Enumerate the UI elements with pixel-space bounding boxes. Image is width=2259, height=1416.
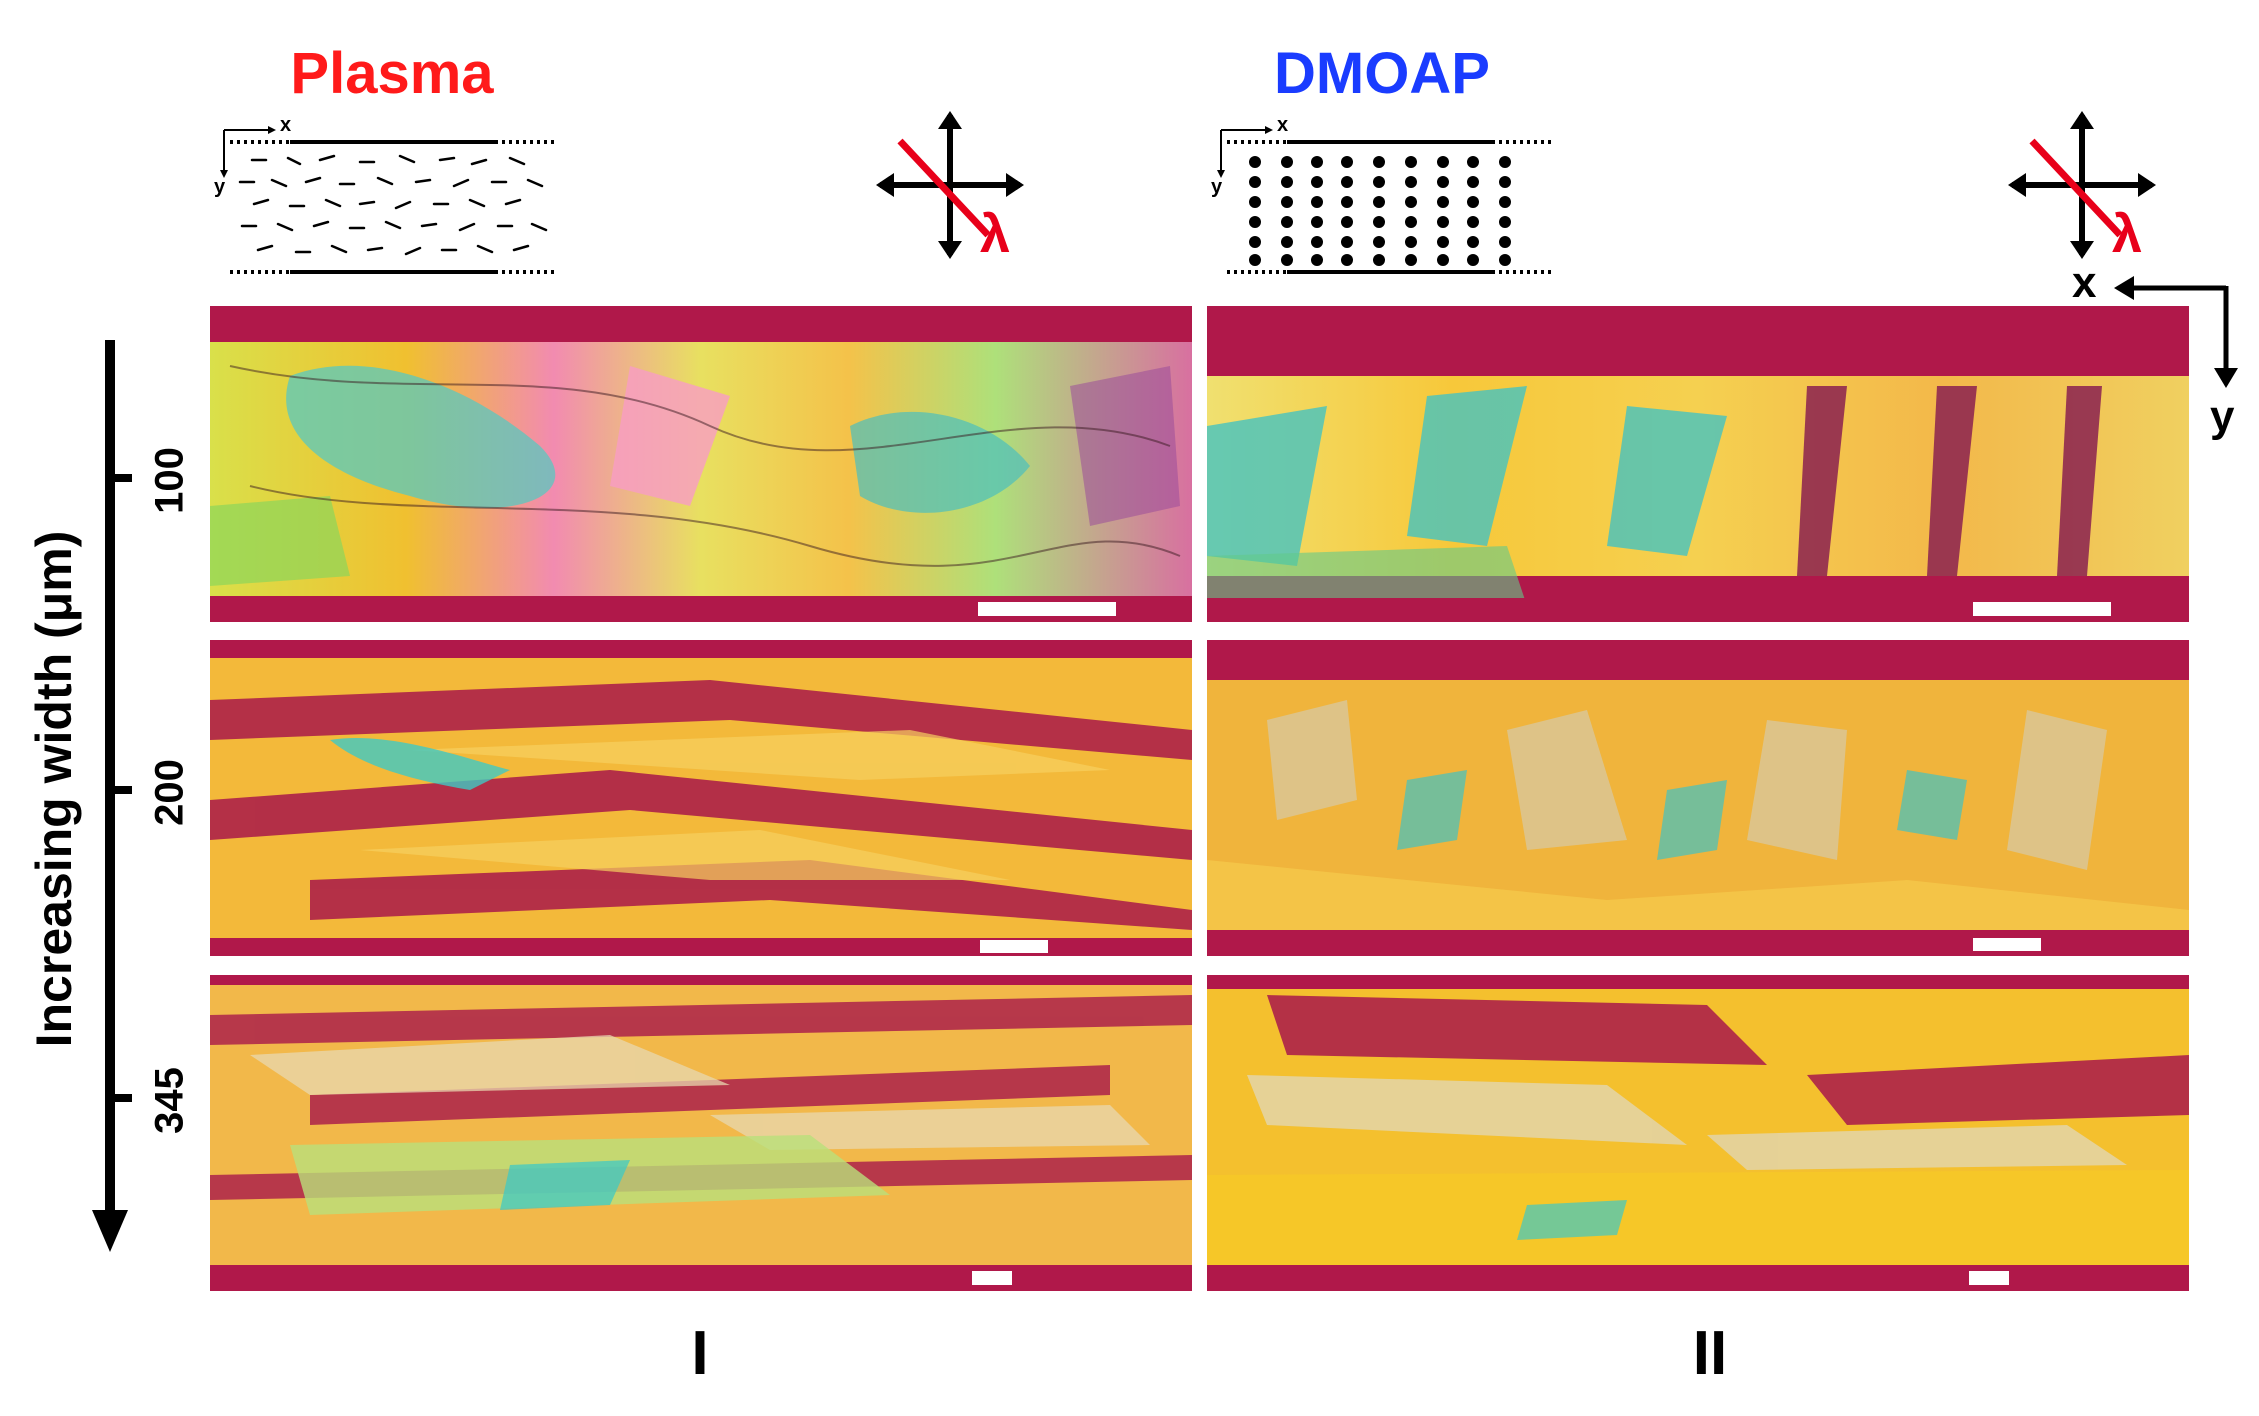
lambda-label-left: λ <box>980 204 1011 264</box>
row-label-100: 100 <box>147 447 192 514</box>
scale-bar <box>1973 938 2041 951</box>
width-axis-arrow <box>80 340 140 1260</box>
column-label-ii: II <box>1692 1319 1728 1388</box>
row-label-345: 345 <box>147 1067 192 1134</box>
scale-bar <box>980 940 1048 953</box>
scale-bar <box>1969 1271 2009 1285</box>
scale-bar <box>1973 602 2111 616</box>
axes-indicator-y-label: y <box>2210 392 2235 441</box>
dmoap-schematic: x y <box>1207 114 1557 280</box>
crossed-polarizer-icon-left: λ <box>870 105 1030 265</box>
micrograph-dmoap-100 <box>1207 306 2189 622</box>
row-label-200: 200 <box>147 759 192 826</box>
micrograph-plasma-345 <box>210 975 1192 1291</box>
plasma-schematic-y-label: y <box>214 176 226 198</box>
plasma-schematic-x-label: x <box>280 114 292 136</box>
plasma-schematic: x y <box>210 114 560 280</box>
column-title-dmoap: DMOAP <box>1274 41 1490 106</box>
axes-indicator: x y <box>2060 258 2250 462</box>
micrograph-dmoap-200 <box>1207 640 2189 956</box>
axes-indicator-x-label: x <box>2072 258 2097 307</box>
scale-bar <box>972 1271 1012 1285</box>
y-axis-title: Increasing width (μm) <box>26 530 82 1048</box>
lambda-label-right: λ <box>2112 204 2143 264</box>
dmoap-schematic-y-label: y <box>1211 176 1223 198</box>
micrograph-dmoap-345 <box>1207 975 2189 1291</box>
dmoap-schematic-x-label: x <box>1277 114 1289 136</box>
crossed-polarizer-icon-right: λ <box>2002 105 2162 265</box>
column-label-i: I <box>691 1319 709 1388</box>
micrograph-plasma-100 <box>210 306 1192 622</box>
scale-bar <box>978 602 1116 616</box>
micrograph-plasma-200 <box>210 640 1192 956</box>
column-title-plasma: Plasma <box>290 41 494 106</box>
